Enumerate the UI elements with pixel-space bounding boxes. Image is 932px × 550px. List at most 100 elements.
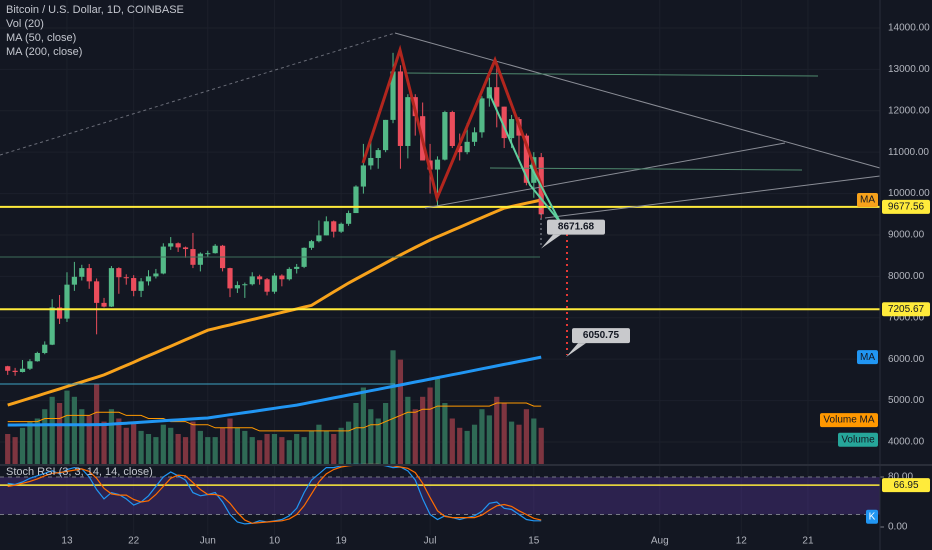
volume-bar [64, 390, 70, 465]
candle-body [212, 245, 218, 254]
candle-body [286, 268, 292, 280]
candle-body [345, 213, 352, 224]
candle-body [471, 132, 478, 142]
ma-tag-box [857, 193, 878, 208]
x-tick-label: 22 [128, 536, 140, 547]
candle-body [397, 71, 404, 146]
volume-bar [323, 430, 329, 465]
volume-bar [479, 409, 485, 465]
candle-body [442, 112, 448, 160]
volume-bar [197, 430, 203, 465]
y-tick-label: 13000.00 [888, 64, 930, 75]
y-tick-label: 14000.00 [888, 23, 930, 34]
candle-body [27, 361, 33, 369]
candle-body [49, 307, 55, 345]
chart-title: Bitcoin / U.S. Dollar, 1D, COINBASE [6, 4, 184, 16]
legend: Bitcoin / U.S. Dollar, 1D, COINBASE Vol … [6, 4, 184, 478]
candle-body [449, 112, 455, 146]
volume-bar [257, 440, 263, 465]
volume-bar [5, 434, 11, 465]
x-tick-label: Jul [424, 536, 437, 547]
volume-bar [86, 415, 92, 465]
volume-bar [508, 421, 515, 465]
ma-tag: MA [860, 352, 875, 363]
candle-body [279, 275, 285, 280]
candle-body [531, 157, 537, 183]
horizontal-line [404, 72, 819, 77]
volume-bar [294, 434, 300, 465]
volume-bar [420, 396, 426, 465]
candle-body [123, 277, 129, 279]
y-tick-label: 6000.00 [888, 354, 925, 365]
volume-bar [242, 430, 248, 465]
volume-bar [219, 427, 226, 465]
volume-bar [501, 403, 507, 465]
volume-bar [516, 424, 522, 465]
volume-bar [353, 403, 359, 465]
volume-bar [427, 387, 433, 465]
volume-bar [368, 409, 374, 465]
volume-bar [538, 427, 544, 465]
candle-body [457, 145, 463, 153]
level-label: 9677.56 [888, 202, 925, 213]
volume-bar [383, 403, 389, 465]
candle-body [375, 150, 381, 158]
volume-bar [412, 409, 418, 465]
volume-bar [168, 427, 174, 465]
candle-body [316, 235, 322, 242]
candle-body [101, 302, 107, 307]
volume-bar [205, 437, 211, 465]
volume-bar [360, 387, 366, 465]
y-tick-label: 7000.00 [888, 312, 925, 323]
candle-body [19, 368, 26, 373]
volume-bar [486, 415, 492, 465]
series-tag-box [866, 509, 878, 524]
volume-bar [397, 359, 404, 465]
candle-body [34, 352, 40, 362]
candle-body [108, 268, 115, 307]
candle-body [64, 284, 70, 319]
callout-box [547, 219, 605, 235]
y-tick-label: 12000.00 [888, 105, 930, 116]
candle-body [205, 253, 211, 255]
candle-body [160, 246, 166, 274]
candle-body [523, 135, 529, 183]
projection-line [529, 164, 561, 223]
level-label: 7205.67 [888, 304, 925, 315]
volume-bar [345, 421, 352, 465]
volume-bar [523, 409, 529, 465]
volume-bar [212, 437, 218, 465]
candle-body [479, 98, 485, 133]
series-tag: K [869, 511, 876, 522]
callout-box [572, 328, 630, 344]
candle-body [168, 243, 174, 247]
volume-bar [175, 434, 181, 465]
ma-line [7, 355, 542, 427]
callout-pointer [566, 343, 586, 358]
candle-body [486, 87, 492, 99]
volume-bar [375, 418, 381, 465]
triangle-line [394, 32, 881, 169]
candle-body [494, 87, 500, 107]
volume-bar [56, 403, 63, 465]
x-tick-label: 10 [269, 536, 281, 547]
volume-bar [101, 421, 107, 465]
volume-bar [286, 440, 292, 465]
candle-body [264, 279, 270, 292]
volume-bar [227, 418, 233, 465]
volume-bar [19, 427, 26, 465]
trend-line [0, 32, 396, 156]
candle-body [257, 276, 263, 280]
pane-title: Stoch RSI (3, 3, 14, 14, close) [6, 466, 153, 478]
volume-bar [116, 418, 122, 465]
volume-bar [234, 427, 241, 465]
candle-body [434, 159, 441, 170]
volume-bar [449, 418, 455, 465]
candle-body [390, 71, 396, 120]
level-label-box [882, 478, 930, 493]
volume-bar [182, 437, 189, 465]
candle-body [175, 243, 181, 248]
